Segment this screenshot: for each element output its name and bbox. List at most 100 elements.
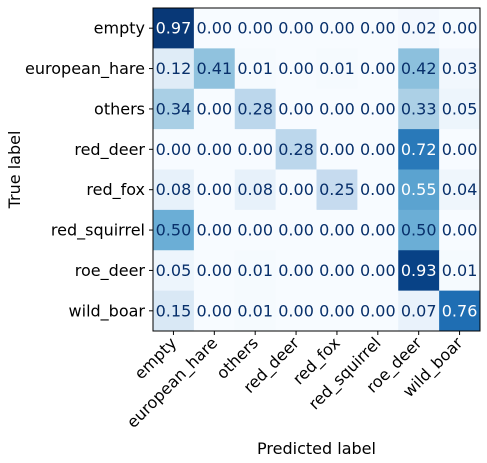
cell-value-label: 0.00: [360, 180, 396, 199]
heatmap-cell: [316, 250, 358, 292]
cell-value-label: 0.28: [278, 140, 314, 159]
cell-value-label: 0.00: [442, 140, 478, 159]
heatmap-cell: [234, 169, 277, 211]
y-tick-label: wild_boar: [69, 301, 146, 321]
heatmap-cell: [439, 8, 481, 49]
heatmap-cell: [234, 250, 277, 292]
cell-value-label: 0.33: [401, 99, 437, 118]
heatmap-cell: [153, 250, 195, 292]
cell-value-label: 0.00: [237, 221, 273, 240]
cell-value-label: 0.00: [278, 180, 314, 199]
cell-value-label: 0.01: [442, 261, 478, 280]
heatmap-cell: [357, 250, 399, 292]
cell-value-label: 0.00: [360, 221, 396, 240]
cell-value-label: 0.00: [237, 140, 273, 159]
cell-value-label: 0.00: [197, 19, 233, 38]
cell-value-label: 0.25: [319, 180, 355, 199]
cell-value-label: 0.41: [197, 59, 233, 78]
heatmap-cell: [193, 209, 236, 251]
heatmap-cell: [275, 88, 317, 130]
cell-value-label: 0.01: [237, 301, 273, 320]
cell-value-label: 0.07: [401, 301, 437, 320]
heatmap-cell: [234, 209, 277, 251]
heatmap-cell: [398, 290, 440, 332]
cell-value-label: 0.00: [360, 99, 396, 118]
heatmap-cell: [193, 8, 236, 49]
cell-value-label: 0.02: [401, 19, 437, 38]
heatmap-cell: [275, 48, 317, 90]
heatmap-cell: [193, 48, 236, 90]
heatmap-cell: [234, 8, 277, 49]
heatmap-cell: [357, 209, 399, 251]
heatmap-cell: [316, 169, 358, 211]
cell-value-label: 0.42: [401, 59, 437, 78]
heatmap-cell: [439, 169, 481, 211]
heatmap-cell: [398, 8, 440, 49]
heatmap-cell: [357, 48, 399, 90]
plot-frame: [152, 7, 481, 332]
cell-value-label: 0.00: [442, 19, 478, 38]
cell-value-label: 0.00: [360, 301, 396, 320]
heatmap-cell: [234, 48, 277, 90]
heatmap-cell: [398, 129, 440, 170]
heatmap-cell: [357, 290, 399, 332]
y-tick-label: empty: [94, 19, 145, 38]
cell-value-label: 0.00: [319, 261, 355, 280]
cell-value-label: 0.00: [319, 221, 355, 240]
cell-value-label: 0.00: [197, 301, 233, 320]
heatmap-cell: [316, 129, 358, 170]
cell-value-label: 0.00: [278, 301, 314, 320]
heatmap-cell: [153, 48, 195, 90]
x-axis-ticks: emptyeuropean_hareothersred_deerred_foxr…: [123, 331, 467, 432]
cell-value-label: 0.00: [278, 221, 314, 240]
cell-value-label: 0.00: [156, 140, 192, 159]
heatmap-cell: [275, 290, 317, 332]
cell-value-label: 0.34: [156, 99, 192, 118]
heatmap-cell: [439, 88, 481, 130]
cell-value-label: 0.00: [197, 261, 233, 280]
cell-value-label: 0.00: [278, 261, 314, 280]
cell-value-label: 0.72: [401, 140, 437, 159]
heatmap-cell: [357, 129, 399, 170]
heatmap-cell: [153, 290, 195, 332]
heatmap-cell: [193, 169, 236, 211]
cell-value-label: 0.00: [360, 261, 396, 280]
heatmap-cell: [439, 250, 481, 292]
heatmap-cell: [234, 290, 277, 332]
heatmap-cell: [316, 48, 358, 90]
y-tick-label: red_deer: [74, 140, 145, 160]
cell-value-label: 0.00: [278, 99, 314, 118]
heatmap-cell: [398, 250, 440, 292]
heatmap-cell: [439, 290, 481, 332]
cell-value-label: 0.00: [197, 180, 233, 199]
heatmap-cell: [275, 209, 317, 251]
cell-value-label: 0.50: [156, 221, 192, 240]
y-tick-label: roe_deer: [75, 261, 146, 281]
cell-value-label: 0.76: [442, 301, 478, 320]
cell-value-label: 0.04: [442, 180, 478, 199]
heatmap-cell: [316, 8, 358, 49]
heatmap-cell: [234, 88, 277, 130]
heatmap-cells: [153, 8, 481, 332]
cell-value-label: 0.01: [237, 261, 273, 280]
cell-value-label: 0.00: [319, 19, 355, 38]
cell-value-label: 0.03: [442, 59, 478, 78]
cell-value-label: 0.00: [237, 19, 273, 38]
cell-value-labels: 0.97 0.00 0.00 0.00 0.00 0.00 0.02 0.000.12 0.41…: [156, 19, 478, 321]
heatmap-cell: [316, 290, 358, 332]
heatmap-cell: [234, 129, 277, 170]
cell-value-label: 0.00: [360, 59, 396, 78]
heatmap-cell: [153, 129, 195, 170]
cell-value-label: 0.05: [156, 261, 192, 280]
heatmap-cell: [398, 169, 440, 211]
heatmap-cell: [398, 88, 440, 130]
cell-value-label: 0.00: [360, 140, 396, 159]
heatmap-cell: [357, 8, 399, 49]
cell-value-label: 0.00: [319, 99, 355, 118]
cell-value-label: 0.50: [401, 221, 437, 240]
cell-value-label: 0.08: [156, 180, 192, 199]
cell-value-label: 0.00: [360, 19, 396, 38]
cell-value-label: 0.12: [156, 59, 192, 78]
heatmap-cell: [398, 209, 440, 251]
cell-value-label: 0.01: [237, 59, 273, 78]
